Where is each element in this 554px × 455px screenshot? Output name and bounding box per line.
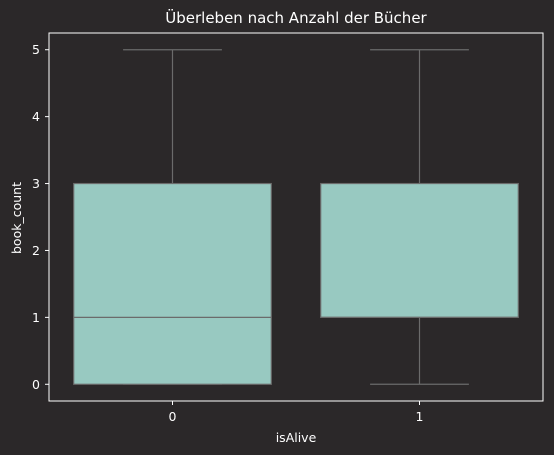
- y-tick-label: 5: [32, 42, 40, 57]
- y-tick-label: 3: [32, 176, 40, 191]
- chart-title: Überleben nach Anzahl der Bücher: [165, 8, 427, 27]
- x-tick-label: 1: [416, 409, 424, 424]
- y-tick-label: 4: [32, 109, 40, 124]
- plot-area: 0 1 2 3 4 5 0 1: [32, 32, 544, 424]
- axes-frame: [48, 32, 544, 402]
- box-0: [73, 182, 272, 385]
- y-tick-label: 2: [32, 243, 40, 258]
- x-tick-label: 0: [169, 409, 177, 424]
- y-tick-label: 1: [32, 310, 40, 325]
- y-axis-label: book_count: [9, 182, 24, 254]
- x-axis-label: isAlive: [276, 430, 317, 445]
- box-1: [320, 182, 519, 318]
- y-tick-label: 0: [32, 377, 40, 392]
